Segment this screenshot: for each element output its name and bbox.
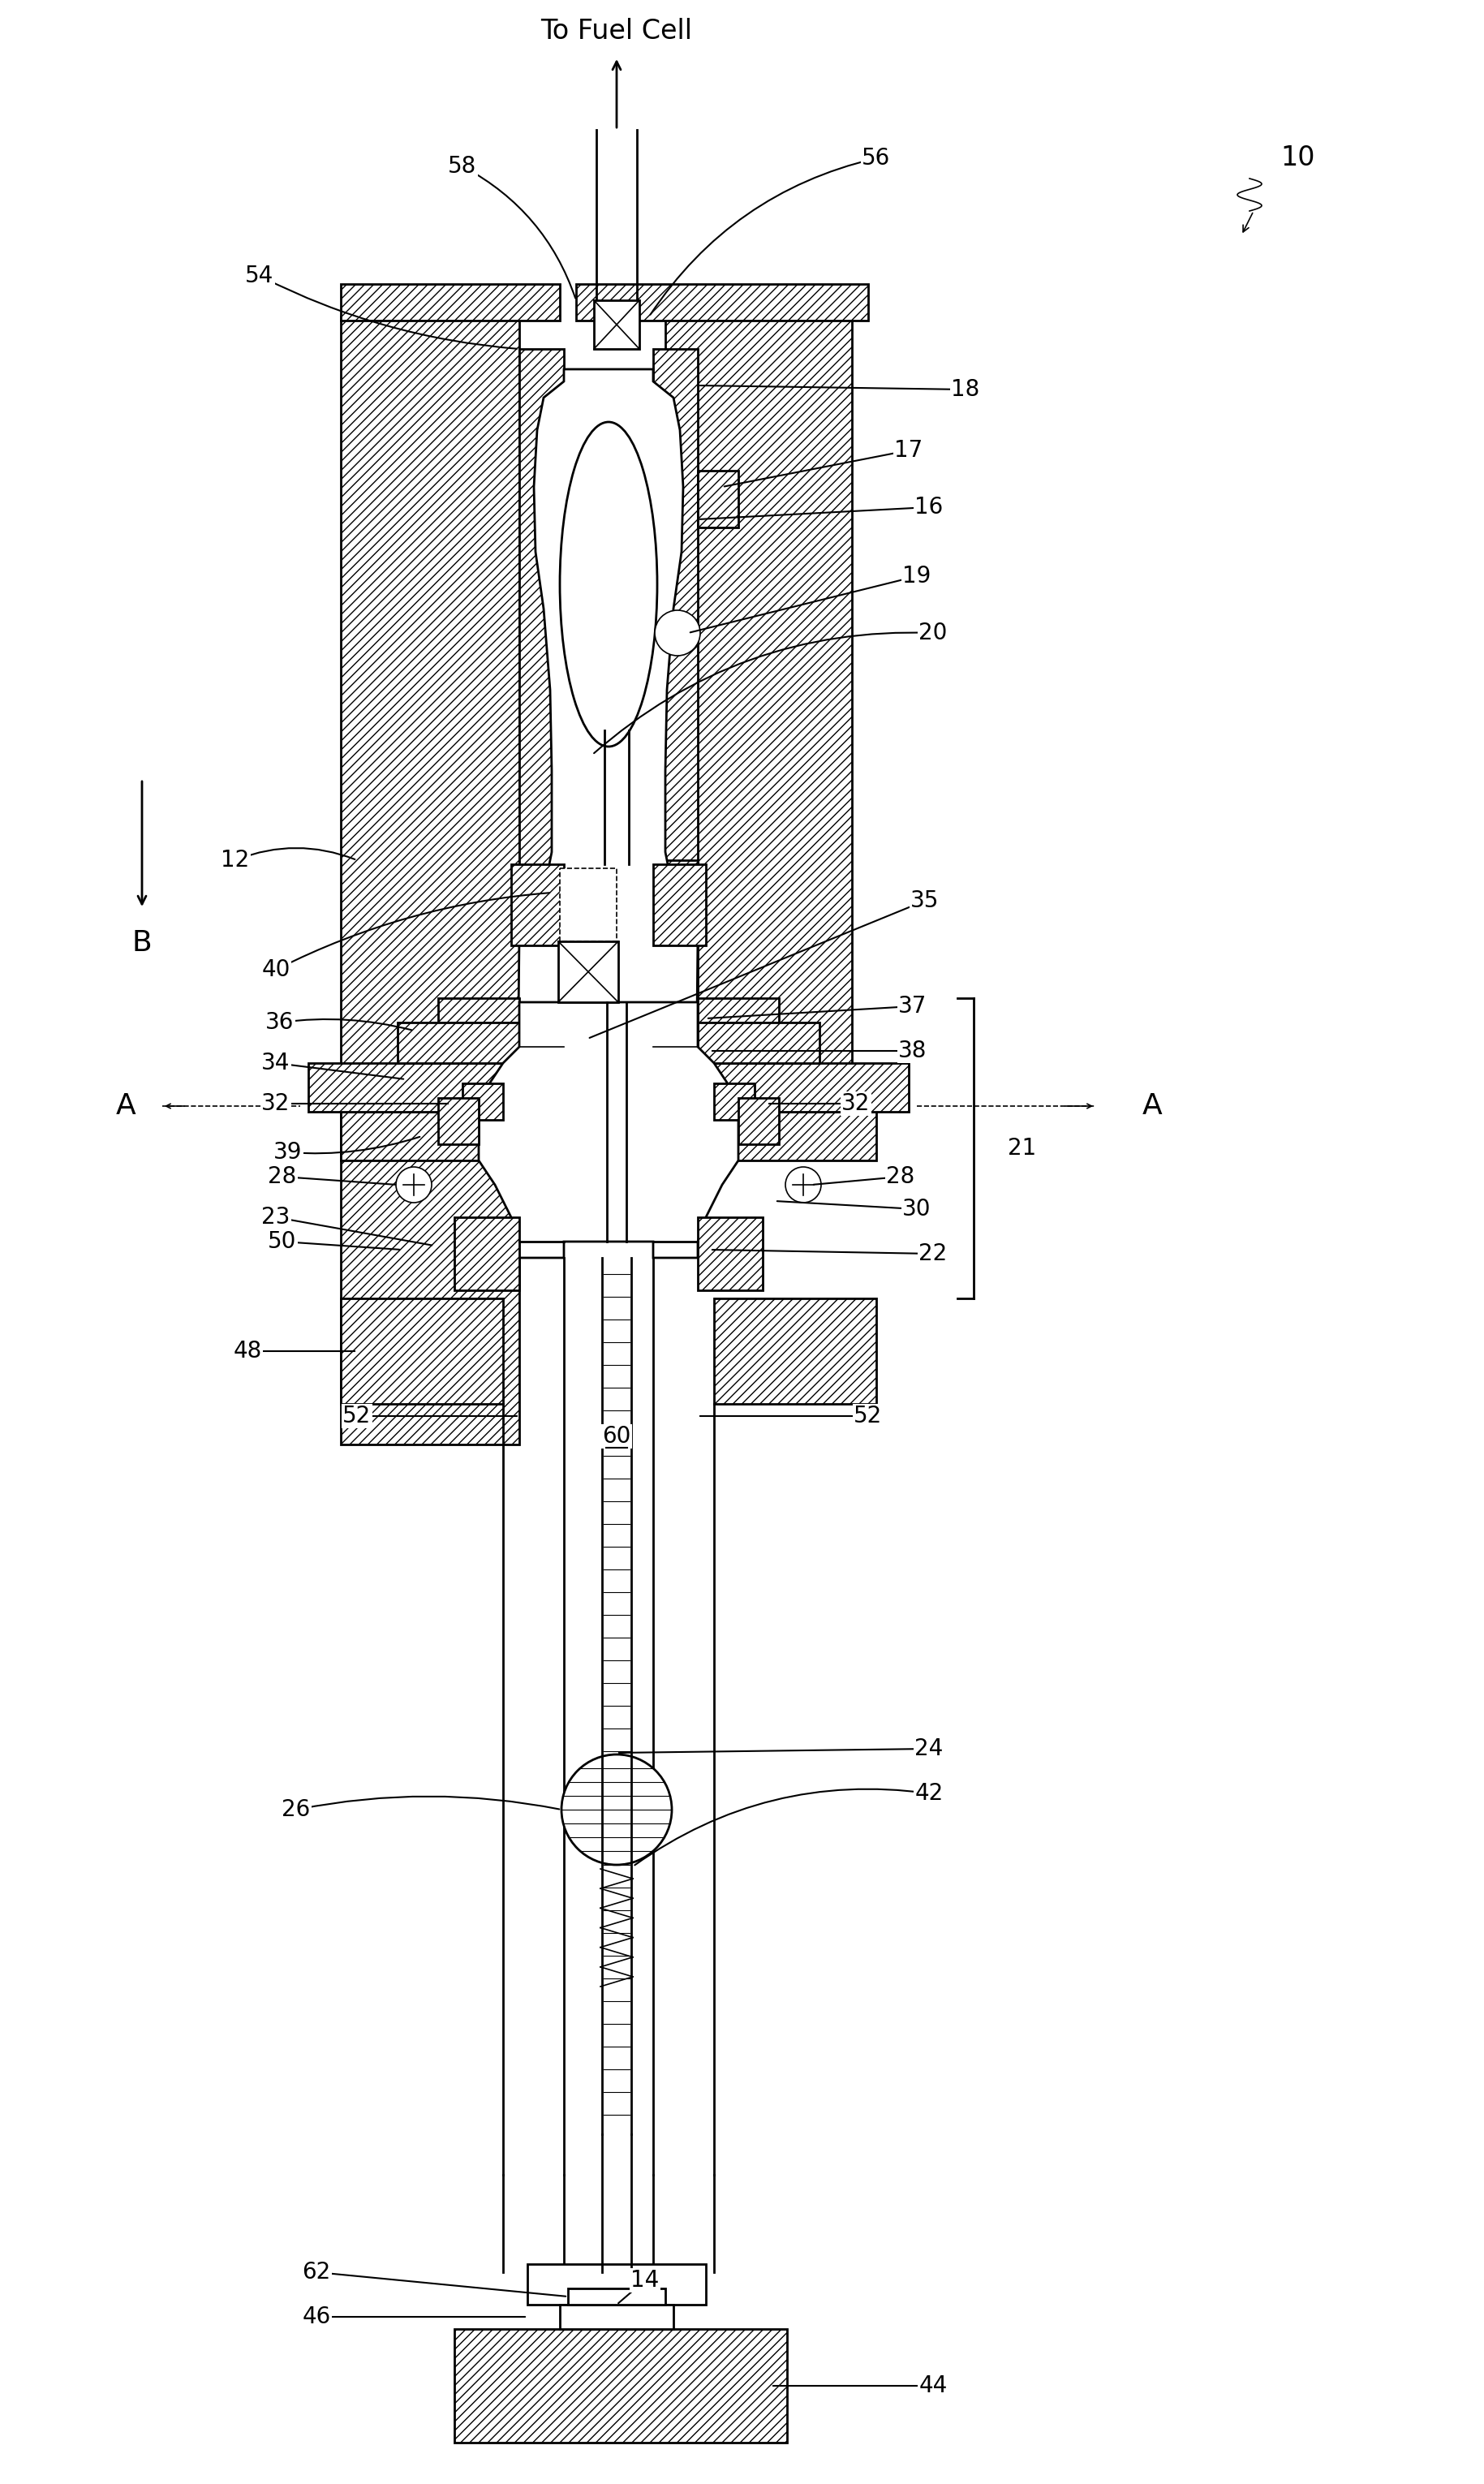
Bar [697, 999, 779, 1063]
Text: 52: 52 [853, 1406, 883, 1428]
Bar [341, 1299, 503, 1403]
Text: 17: 17 [895, 440, 923, 462]
Bar [576, 283, 868, 320]
Text: 37: 37 [898, 996, 928, 1018]
Text: 28: 28 [269, 1165, 297, 1187]
Text: 12: 12 [221, 850, 249, 872]
Bar [697, 1023, 819, 1063]
Text: 32: 32 [261, 1093, 291, 1115]
Text: 54: 54 [245, 266, 275, 288]
Bar [559, 869, 617, 941]
Polygon shape [518, 370, 697, 1095]
Text: 40: 40 [261, 959, 291, 981]
Text: 10: 10 [1281, 144, 1315, 171]
Text: To Fuel Cell: To Fuel Cell [540, 17, 693, 45]
Polygon shape [479, 1001, 739, 1257]
Text: 21: 21 [1008, 1138, 1037, 1160]
Text: 20: 20 [919, 621, 947, 643]
Bar [463, 1083, 503, 1120]
Bar [558, 941, 619, 1001]
Bar [697, 1113, 876, 1160]
Bar [510, 864, 564, 946]
Bar [653, 864, 706, 946]
Bar [398, 1023, 519, 1063]
Text: 44: 44 [919, 2375, 947, 2397]
Text: 14: 14 [631, 2268, 659, 2293]
Text: 36: 36 [266, 1011, 294, 1033]
Bar [341, 1113, 519, 1160]
Bar [527, 2263, 706, 2305]
Circle shape [396, 1167, 432, 1202]
Text: A: A [116, 1093, 137, 1120]
Text: 24: 24 [914, 1736, 944, 1761]
Circle shape [785, 1167, 821, 1202]
Text: 34: 34 [261, 1051, 291, 1076]
Text: 30: 30 [902, 1197, 932, 1220]
Bar [697, 469, 739, 527]
Text: 60: 60 [603, 1426, 631, 1448]
Bar [568, 2288, 665, 2305]
Text: 42: 42 [914, 1781, 944, 1806]
Bar [438, 1098, 479, 1145]
Bar [714, 1299, 876, 1403]
Bar [594, 301, 640, 348]
Bar [559, 2305, 674, 2330]
Text: 56: 56 [862, 147, 890, 169]
Text: 28: 28 [886, 1165, 916, 1187]
Bar [697, 1063, 908, 1113]
Bar [454, 1217, 519, 1289]
Circle shape [654, 611, 700, 656]
Bar [438, 999, 519, 1063]
Ellipse shape [559, 422, 657, 748]
Circle shape [561, 1754, 672, 1865]
Text: 46: 46 [303, 2305, 331, 2328]
Bar [341, 315, 519, 1446]
Bar [697, 1217, 763, 1289]
Bar [309, 1063, 519, 1113]
Bar [519, 348, 564, 924]
Text: 19: 19 [902, 564, 930, 589]
Text: 50: 50 [269, 1230, 297, 1252]
Text: 32: 32 [841, 1093, 870, 1115]
Text: 18: 18 [951, 378, 979, 400]
Text: 58: 58 [448, 154, 476, 179]
Bar [564, 348, 653, 1113]
Bar [665, 315, 852, 1113]
Text: 39: 39 [273, 1140, 303, 1163]
Text: 52: 52 [343, 1406, 371, 1428]
Text: A: A [1143, 1093, 1162, 1120]
Bar [714, 1083, 754, 1120]
Text: 22: 22 [919, 1242, 947, 1264]
Bar [341, 283, 559, 320]
Text: 62: 62 [303, 2260, 331, 2283]
Text: 16: 16 [914, 497, 944, 519]
Text: 35: 35 [911, 889, 939, 912]
Bar [739, 1098, 779, 1145]
Text: 23: 23 [261, 1205, 291, 1230]
Text: B: B [132, 929, 151, 956]
Bar [653, 348, 697, 924]
Bar [653, 859, 697, 1113]
Text: 48: 48 [233, 1339, 261, 1364]
Text: 26: 26 [282, 1798, 310, 1821]
Text: 38: 38 [898, 1038, 928, 1063]
Bar [454, 2330, 787, 2442]
